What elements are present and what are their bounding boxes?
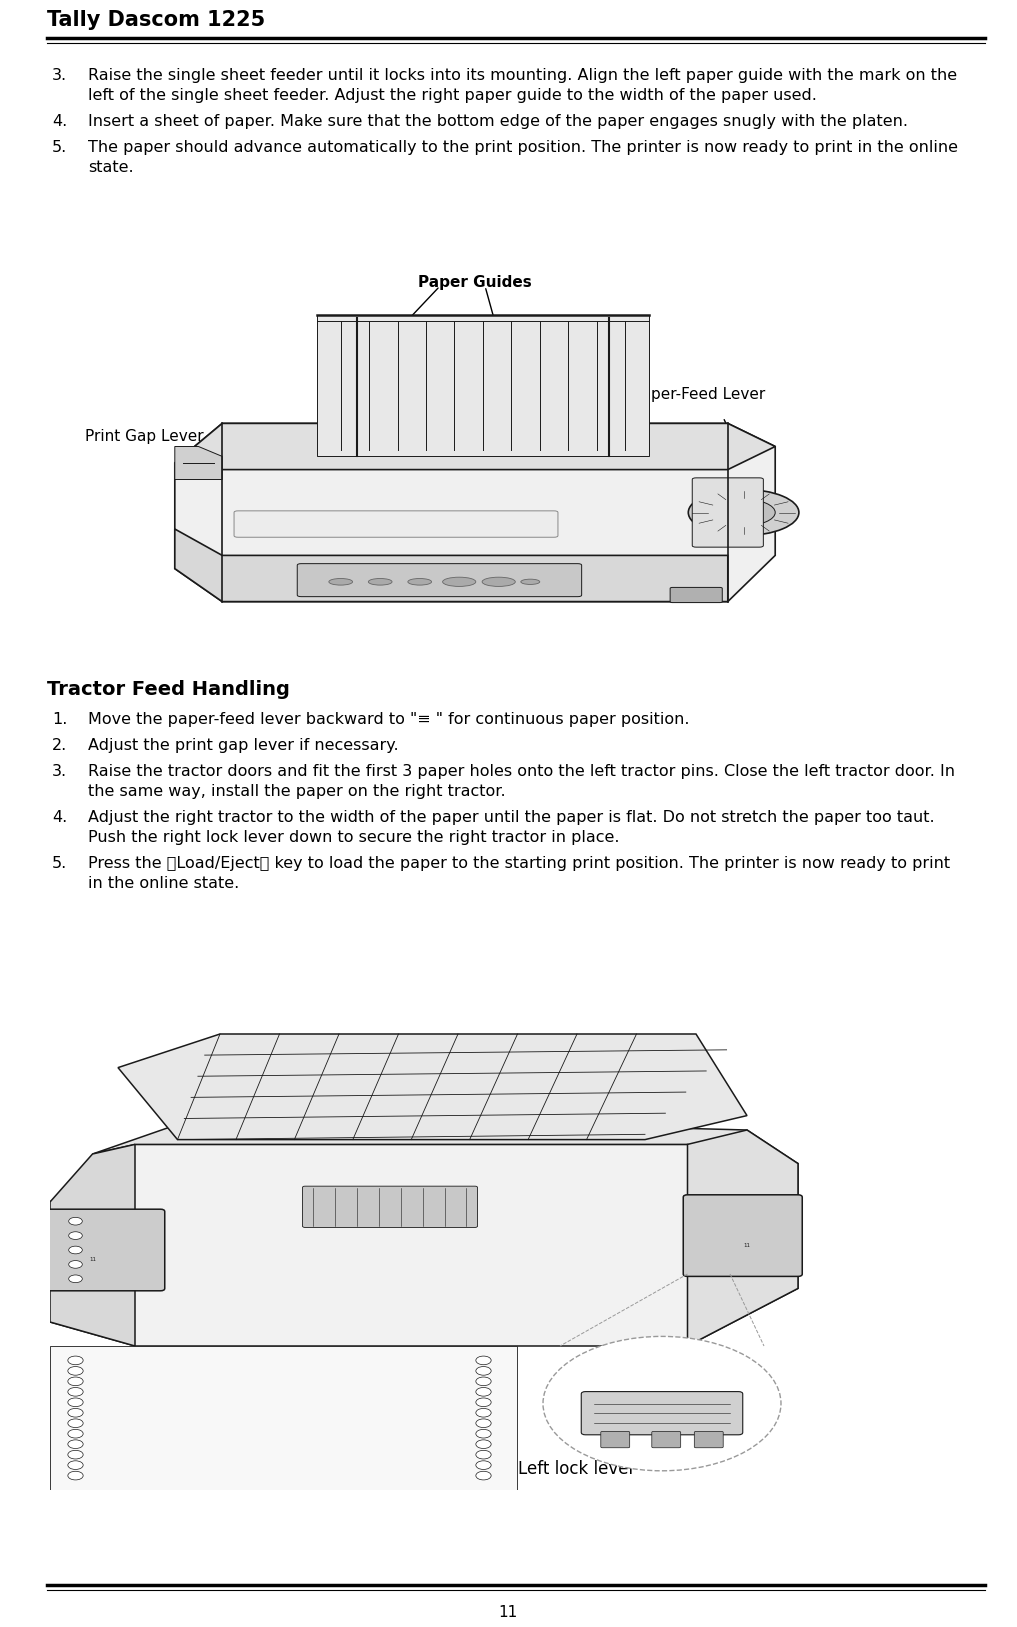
Circle shape <box>68 1450 83 1459</box>
FancyBboxPatch shape <box>601 1432 630 1448</box>
Circle shape <box>68 1409 83 1417</box>
Circle shape <box>712 499 775 526</box>
Circle shape <box>69 1261 82 1267</box>
Polygon shape <box>93 1116 798 1163</box>
Ellipse shape <box>328 579 353 586</box>
Circle shape <box>69 1217 82 1225</box>
Circle shape <box>476 1471 491 1481</box>
Text: Print Gap Lever: Print Gap Lever <box>85 430 203 444</box>
Text: Move the paper-feed lever backward to "≡ " for continuous paper position.: Move the paper-feed lever backward to "≡… <box>88 713 690 727</box>
Circle shape <box>476 1461 491 1469</box>
Circle shape <box>68 1367 83 1375</box>
Circle shape <box>68 1388 83 1396</box>
Text: 11: 11 <box>743 1243 751 1248</box>
Text: 3.: 3. <box>52 765 67 779</box>
Circle shape <box>476 1440 491 1448</box>
Text: Tally Dascom 1225: Tally Dascom 1225 <box>47 10 265 29</box>
Circle shape <box>69 1232 82 1240</box>
Polygon shape <box>175 446 222 480</box>
Circle shape <box>68 1376 83 1386</box>
Text: 3.: 3. <box>52 68 67 83</box>
Circle shape <box>543 1336 781 1471</box>
Text: state.: state. <box>88 159 133 176</box>
Polygon shape <box>118 1035 747 1139</box>
Circle shape <box>68 1471 83 1481</box>
FancyBboxPatch shape <box>46 1209 165 1290</box>
Circle shape <box>476 1367 491 1375</box>
Circle shape <box>68 1440 83 1448</box>
FancyBboxPatch shape <box>695 1432 723 1448</box>
Text: 5.: 5. <box>52 140 67 155</box>
Text: Left lock lever: Left lock lever <box>519 1459 636 1477</box>
Circle shape <box>476 1409 491 1417</box>
FancyBboxPatch shape <box>670 587 722 602</box>
Text: left of the single sheet feeder. Adjust the right paper guide to the width of th: left of the single sheet feeder. Adjust … <box>88 88 817 103</box>
Polygon shape <box>317 314 649 457</box>
Circle shape <box>68 1398 83 1407</box>
Text: Press the 【Load/Eject】 key to load the paper to the starting print position. The: Press the 【Load/Eject】 key to load the p… <box>88 856 950 870</box>
Text: Left tractor: Left tractor <box>225 1459 317 1477</box>
Polygon shape <box>175 423 775 602</box>
FancyBboxPatch shape <box>302 1186 478 1227</box>
Text: 5.: 5. <box>52 856 67 870</box>
Circle shape <box>476 1355 491 1365</box>
Circle shape <box>68 1461 83 1469</box>
Polygon shape <box>50 1144 798 1346</box>
Circle shape <box>476 1398 491 1407</box>
Text: Adjust the right tractor to the width of the paper until the paper is flat. Do n: Adjust the right tractor to the width of… <box>88 810 935 825</box>
Text: Paper Guides: Paper Guides <box>418 275 532 290</box>
Text: Tractor Feed Handling: Tractor Feed Handling <box>47 680 290 700</box>
Polygon shape <box>50 1144 135 1346</box>
Text: 2.: 2. <box>52 739 67 753</box>
Circle shape <box>68 1430 83 1438</box>
Circle shape <box>68 1419 83 1427</box>
Text: in the online state.: in the online state. <box>88 875 239 892</box>
Circle shape <box>476 1419 491 1427</box>
Text: 11: 11 <box>89 1258 96 1263</box>
Text: Raise the tractor doors and fit the first 3 paper holes onto the left tractor pi: Raise the tractor doors and fit the firs… <box>88 765 955 779</box>
Polygon shape <box>687 1131 798 1346</box>
Text: 1.: 1. <box>52 713 67 727</box>
FancyBboxPatch shape <box>693 478 764 547</box>
Circle shape <box>69 1276 82 1282</box>
Ellipse shape <box>368 579 392 586</box>
FancyBboxPatch shape <box>582 1391 742 1435</box>
Circle shape <box>69 1246 82 1254</box>
Circle shape <box>476 1388 491 1396</box>
Polygon shape <box>50 1346 518 1490</box>
Circle shape <box>68 1355 83 1365</box>
FancyBboxPatch shape <box>297 563 582 597</box>
Ellipse shape <box>408 579 431 586</box>
Polygon shape <box>175 529 728 602</box>
Ellipse shape <box>482 578 516 586</box>
Text: Push the right lock lever down to secure the right tractor in place.: Push the right lock lever down to secure… <box>88 830 619 844</box>
Circle shape <box>476 1376 491 1386</box>
Circle shape <box>476 1450 491 1459</box>
Circle shape <box>689 490 799 535</box>
FancyBboxPatch shape <box>234 511 558 537</box>
FancyBboxPatch shape <box>652 1432 680 1448</box>
Ellipse shape <box>442 578 476 586</box>
Text: The paper should advance automatically to the print position. The printer is now: The paper should advance automatically t… <box>88 140 958 155</box>
Text: 4.: 4. <box>52 114 67 129</box>
Polygon shape <box>175 423 775 470</box>
Text: Paper-Feed Lever: Paper-Feed Lever <box>633 387 765 402</box>
Text: Raise the single sheet feeder until it locks into its mounting. Align the left p: Raise the single sheet feeder until it l… <box>88 68 957 83</box>
Ellipse shape <box>521 579 540 584</box>
Circle shape <box>476 1430 491 1438</box>
Text: Insert a sheet of paper. Make sure that the bottom edge of the paper engages snu: Insert a sheet of paper. Make sure that … <box>88 114 908 129</box>
Text: the same way, install the paper on the right tractor.: the same way, install the paper on the r… <box>88 784 505 799</box>
Text: 11: 11 <box>498 1604 518 1620</box>
Text: 4.: 4. <box>52 810 67 825</box>
Text: Adjust the print gap lever if necessary.: Adjust the print gap lever if necessary. <box>88 739 399 753</box>
FancyBboxPatch shape <box>683 1194 802 1277</box>
